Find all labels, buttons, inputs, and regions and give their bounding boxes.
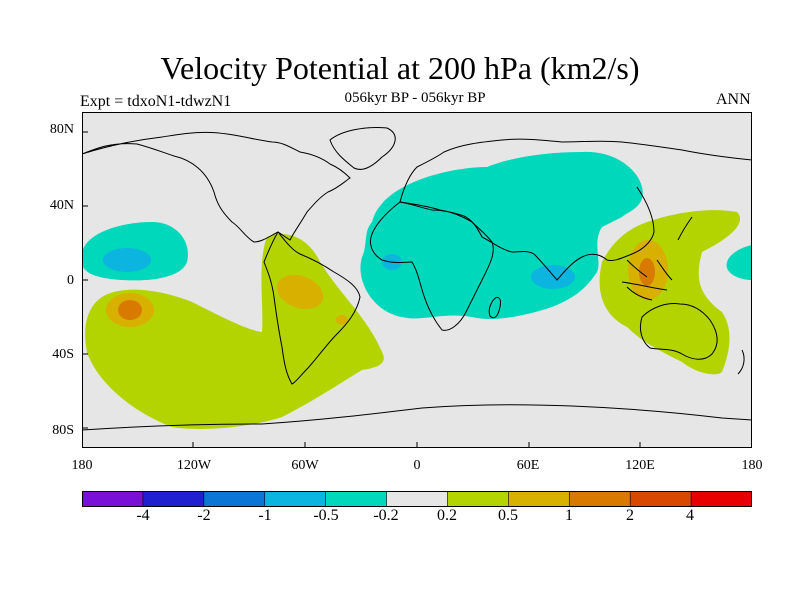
colorbar-swatches [82,491,752,507]
lon-tick-label: 60W [291,458,319,473]
positive-core [336,315,348,325]
eurasia-coastline [399,138,752,281]
antarctica-coastline [82,404,752,431]
madagascar-coastline [488,296,501,319]
season-label: ANN [716,91,751,108]
chart-title: Velocity Potential at 200 hPa (km2/s) [160,50,640,86]
lon-tick-label: 180 [741,458,763,473]
strong-negative-core [103,248,151,272]
colorbar-swatch [203,491,266,507]
south-america-coastline [263,231,361,385]
negative-anomaly-region [726,245,752,280]
strong-negative-core [531,265,575,289]
lon-tick-label: 180 [71,458,93,473]
lon-tick-label: 60E [516,458,540,473]
lon-tick-label: 120W [176,458,212,473]
velocity-potential-map [82,112,752,448]
lat-tick-label: 0 [67,273,74,288]
southeast-asia-coastline [621,216,693,301]
new-zealand-coastline [737,349,745,375]
australia-coastline [639,303,718,360]
colorbar [82,491,752,507]
colorbar-swatch [82,491,144,507]
colorbar-label: 0.5 [498,507,518,524]
colorbar-label: 4 [686,507,694,524]
colorbar-swatch [508,491,571,507]
colorbar-swatch [142,491,205,507]
colorbar-swatch [325,491,388,507]
lat-tick-label: 80S [52,423,74,438]
lat-tick-label: 40N [49,198,74,213]
colorbar-label: -1 [258,507,272,524]
experiment-label: Expt = tdxoN1-tdwzN1 [80,93,232,110]
colorbar-swatch [264,491,327,507]
colorbar-swatch [568,491,631,507]
lat-tick-label: 80N [49,122,74,137]
colorbar-swatch [690,491,752,507]
colorbar-label: -4 [136,507,150,524]
africa-coastline [369,201,494,331]
lon-tick-label: 120E [625,458,655,473]
colorbar-label: -2 [197,507,211,524]
colorbar-label: -0.2 [373,507,399,524]
axis-ticks [82,131,641,448]
strong-positive-core [639,258,655,286]
contour-fills [82,151,752,429]
colorbar-label: 0.2 [437,507,457,524]
positive-core [276,274,324,310]
coastlines [82,127,752,431]
strong-positive-core [118,300,142,320]
north-america-coastline [82,131,351,243]
colorbar-swatch [447,491,510,507]
greenland-coastline [329,127,396,170]
lat-tick-label: 40S [52,347,74,362]
colorbar-label: 2 [626,507,634,524]
colorbar-swatch [629,491,692,507]
lon-tick-label: 0 [413,458,421,473]
colorbar-swatch [386,491,449,507]
colorbar-label: 1 [565,507,573,524]
colorbar-label: -0.5 [313,507,339,524]
subtitle: 056kyr BP - 056kyr BP [344,90,486,106]
